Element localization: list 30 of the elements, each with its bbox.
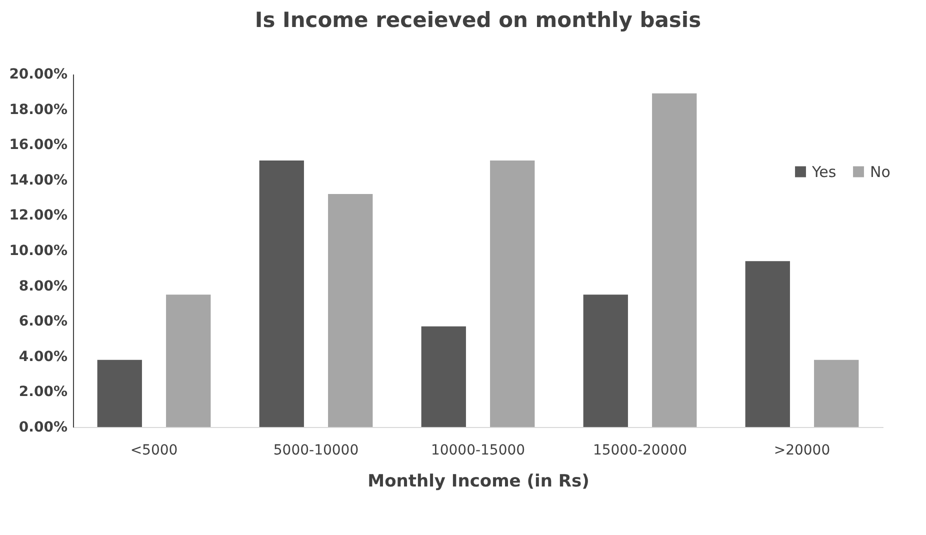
- y-tick-label: 2.00%: [18, 384, 68, 400]
- bar: [166, 294, 211, 427]
- x-tick-label: >20000: [774, 442, 830, 458]
- bar: [814, 360, 859, 427]
- y-tick-label: 4.00%: [18, 348, 68, 365]
- bar: [652, 93, 697, 427]
- bar: [583, 294, 628, 427]
- y-tick-label: 20.00%: [9, 66, 68, 82]
- x-tick-label: <5000: [130, 442, 178, 458]
- bar: [97, 360, 142, 427]
- y-tick-label: 0.00%: [18, 420, 68, 436]
- bar: [259, 160, 304, 427]
- y-tick-label: 6.00%: [18, 314, 68, 330]
- x-tick-label: 5000-10000: [273, 442, 359, 458]
- legend-label: Yes: [811, 162, 836, 181]
- y-tick-label: 8.00%: [18, 278, 68, 294]
- y-tick-label: 18.00%: [9, 102, 68, 118]
- legend-label: No: [870, 162, 890, 181]
- x-tick-label: 15000-20000: [592, 442, 688, 458]
- bar: [328, 194, 373, 427]
- bar: [745, 261, 790, 427]
- y-tick-label: 10.00%: [9, 243, 68, 259]
- y-tick-label: 14.00%: [9, 172, 68, 188]
- bar: [421, 326, 466, 427]
- bar: [490, 160, 535, 427]
- chart-title: Is Income receieved on monthly basis: [254, 8, 702, 32]
- x-tick-label: 10000-15000: [430, 442, 526, 458]
- y-tick-label: 12.00%: [9, 208, 68, 224]
- x-axis-title: Monthly Income (in Rs): [368, 472, 590, 492]
- y-tick-label: 16.00%: [9, 137, 68, 154]
